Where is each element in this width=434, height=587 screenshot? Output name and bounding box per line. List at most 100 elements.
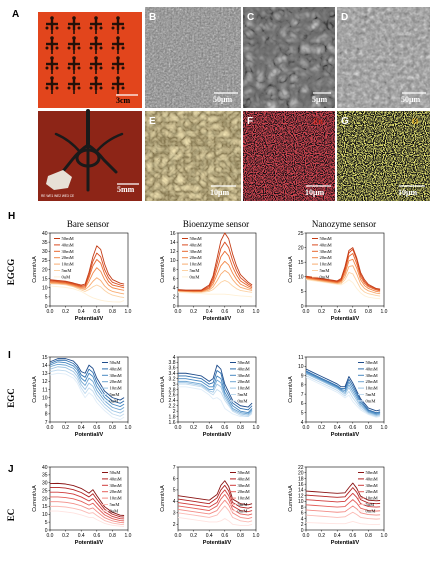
x-tick-label: 0.2	[318, 533, 325, 539]
y-tick-label: 15	[42, 504, 48, 510]
series-line-10mM	[305, 265, 381, 295]
legend-label: 30mM	[110, 483, 122, 488]
series-line-30mM	[305, 371, 381, 415]
y-tick-label: 25	[42, 258, 48, 264]
x-axis-label: Potential/V	[203, 432, 232, 438]
series-line-40mM	[305, 248, 381, 291]
y-tick-label: 3.6	[169, 366, 176, 372]
scale-label-b: 50μm	[213, 95, 233, 104]
scale-label-d: 50μm	[401, 95, 421, 104]
y-tick-label: 2.6	[169, 393, 176, 399]
y-tick-label: 11	[298, 355, 303, 361]
x-tick-label: 0.0	[303, 533, 310, 539]
series-line-5mM	[177, 280, 253, 293]
chart-egcg-1: 0 2 4 6 8 10 12 14 16 0.0 0.2 0.4 0.6 0.8 1.0 Potential…	[160, 231, 260, 322]
y-tick-label: 15	[298, 260, 304, 266]
y-tick-label: 16	[170, 231, 176, 237]
y-axis-label: Current/uA	[288, 376, 294, 403]
series-line-0uM	[49, 285, 125, 303]
y-tick-label: 5	[301, 289, 304, 295]
legend-label: 50mM	[190, 236, 202, 241]
y-axis-label: Current/uA	[32, 256, 38, 283]
y-axis-label: Current/uA	[160, 485, 166, 512]
legend-label: 50mM	[320, 236, 332, 241]
y-tick-label: 7	[45, 420, 48, 426]
y-tick-label: 22	[298, 465, 304, 471]
y-tick-label: 10	[42, 395, 48, 401]
series-line-30mM	[305, 252, 381, 292]
series-line-0uM	[49, 372, 125, 421]
y-axis-label: Current/uA	[288, 256, 294, 283]
legend-label: 20mM	[238, 379, 250, 384]
column-title-bare: Bare sensor	[67, 219, 109, 229]
x-tick-label: 0.8	[365, 425, 372, 431]
x-axis-label: Potential/V	[331, 540, 360, 546]
scale-bar-label-3cm: 3cm	[116, 96, 131, 105]
x-tick-label: 1.0	[125, 533, 132, 539]
scale-bar-label-5mm: 5mm	[117, 185, 135, 194]
micrograph-e: E 10μm	[145, 111, 241, 201]
series-line-40mM	[305, 487, 381, 505]
y-tick-label: 8	[301, 383, 304, 389]
x-tick-label: 0.4	[78, 533, 85, 539]
y-tick-label: 2	[173, 522, 176, 528]
legend-label: 40mM	[366, 366, 378, 371]
legend-label: 20mM	[366, 379, 378, 384]
series-line-5mM	[305, 375, 381, 417]
series-line-30mM	[50, 491, 125, 520]
y-tick-label: 2	[173, 295, 176, 301]
y-tick-label: 3.8	[169, 360, 176, 366]
y-tick-label: 40	[42, 465, 48, 471]
series-line-10mM	[50, 501, 125, 524]
series-line-30mM	[177, 489, 253, 513]
x-tick-label: 0.2	[318, 309, 325, 315]
panel-label-g: G	[341, 116, 349, 127]
series-line-20mM	[49, 363, 125, 411]
y-tick-label: 10	[298, 275, 304, 281]
legend-label: 30mM	[190, 249, 202, 254]
x-axis-label: Potential/V	[203, 540, 232, 546]
x-tick-label: 0.4	[334, 533, 341, 539]
legend-label: 5mM	[62, 268, 72, 273]
y-axis-label: Current/uA	[160, 376, 166, 403]
column-title-bioenzyme: Bioenzyme sensor	[183, 219, 249, 229]
x-tick-label: 0.0	[303, 425, 310, 431]
legend-label: 5uM	[366, 502, 375, 507]
series-line-5mM	[49, 283, 125, 299]
y-tick-label: 40	[42, 231, 48, 237]
y-axis-label: Current/uA	[32, 485, 38, 512]
x-tick-label: 0.8	[365, 309, 372, 315]
x-tick-label: 1.0	[253, 533, 260, 539]
series-line-10mM	[178, 382, 253, 416]
legend-label: 20mM	[110, 379, 122, 384]
x-tick-label: 0.6	[93, 309, 100, 315]
y-tick-label: 5	[173, 488, 176, 494]
legend-label: 50uM	[110, 360, 121, 365]
electrode-closeup-pattern	[54, 109, 124, 192]
series-line-30mM	[49, 259, 125, 289]
series-line-20mM	[305, 499, 381, 512]
x-axis-label: Potential/V	[203, 316, 232, 322]
legend-label: 0uM	[110, 398, 119, 403]
legend-label: 50mM	[366, 470, 378, 475]
legend-label: 50mM	[366, 360, 378, 365]
series-line-20mM	[50, 496, 125, 522]
y-tick-label: 20	[298, 471, 304, 477]
series-line-40mM	[177, 484, 253, 509]
legend-label: 50mM	[238, 470, 250, 475]
legend-label: 40mM	[62, 242, 74, 247]
y-tick-label: 6	[301, 401, 304, 407]
ceramic-fragment	[46, 170, 72, 190]
eds-map-zn: F Zn 10μm	[243, 111, 335, 201]
x-tick-label: 1.0	[125, 425, 132, 431]
series-line-5mM	[177, 505, 253, 523]
x-tick-label: 0.0	[175, 425, 182, 431]
series-line-20mM	[49, 267, 125, 291]
scale-label-e: 10μm	[210, 188, 230, 197]
scale-label-c: 5μm	[312, 95, 328, 104]
series-line-20mM	[305, 258, 381, 293]
legend-label: 50mM	[238, 360, 250, 365]
legend-label: 20mM	[62, 255, 74, 260]
